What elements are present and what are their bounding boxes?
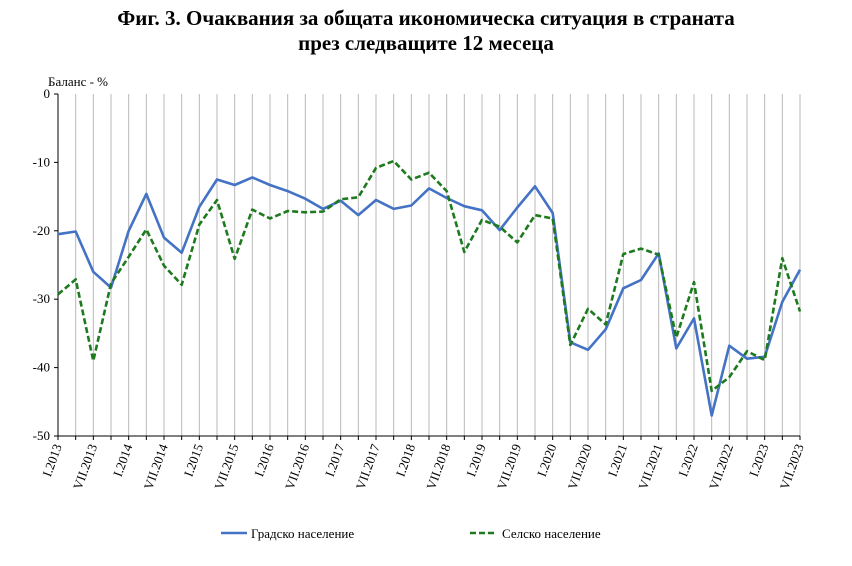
x-axis-ticks: I.2013 VII.2013 I.2014 VII.2014 I.2015 VII.20… [39, 436, 807, 491]
vertical-gridlines [75, 94, 801, 436]
x-tick-label: VII.2016 [282, 441, 312, 491]
y-tick-label: -10 [33, 154, 50, 169]
series-lines [57, 159, 802, 417]
legend-label: Селско население [502, 526, 601, 541]
x-tick-label: I.2018 [393, 442, 419, 479]
y-tick-label: -50 [33, 428, 50, 443]
x-tick-label: I.2023 [746, 442, 772, 479]
y-tick-label: -40 [33, 360, 50, 375]
chart-title-line-2: през следващите 12 месеца [298, 31, 554, 55]
x-tick-label: VII.2023 [777, 442, 807, 492]
y-tick-label: 0 [44, 86, 51, 101]
series-line-rural [57, 159, 802, 393]
y-axis-label: Баланс - % [48, 74, 108, 89]
x-tick-label: I.2021 [605, 442, 631, 479]
x-tick-label: I.2017 [322, 441, 348, 478]
chart-title-line-1: Фиг. 3. Очаквания за общата икономическа… [117, 6, 735, 30]
x-tick-label: VII.2017 [353, 441, 383, 491]
y-tick-label: -30 [33, 291, 50, 306]
x-tick-label: VII.2015 [211, 442, 241, 492]
series-line-urban [57, 176, 802, 417]
y-tick-label: -20 [33, 223, 50, 238]
x-tick-label: VII.2014 [141, 441, 171, 491]
legend: Градско население Селско население [221, 526, 601, 541]
x-tick-label: I.2014 [110, 441, 136, 478]
x-tick-label: VII.2020 [565, 442, 595, 492]
x-tick-label: I.2016 [251, 441, 277, 478]
x-tick-label: I.2022 [675, 442, 701, 479]
x-tick-label: VII.2021 [635, 442, 665, 492]
x-tick-label: I.2015 [181, 442, 207, 479]
x-tick-label: VII.2019 [494, 442, 524, 492]
legend-label: Градско население [251, 526, 354, 541]
x-tick-label: VII.2022 [706, 442, 736, 492]
x-tick-label: VII.2013 [70, 442, 100, 492]
x-tick-label: I.2013 [39, 442, 65, 479]
chart-title: Фиг. 3. Очаквания за общата икономическа… [0, 6, 852, 56]
y-axis-ticks: 0 -10 -20 -30 -40 -50 [33, 86, 58, 443]
x-tick-label: VII.2018 [423, 442, 453, 492]
x-tick-label: I.2020 [534, 442, 560, 479]
x-tick-label: I.2019 [463, 442, 489, 479]
